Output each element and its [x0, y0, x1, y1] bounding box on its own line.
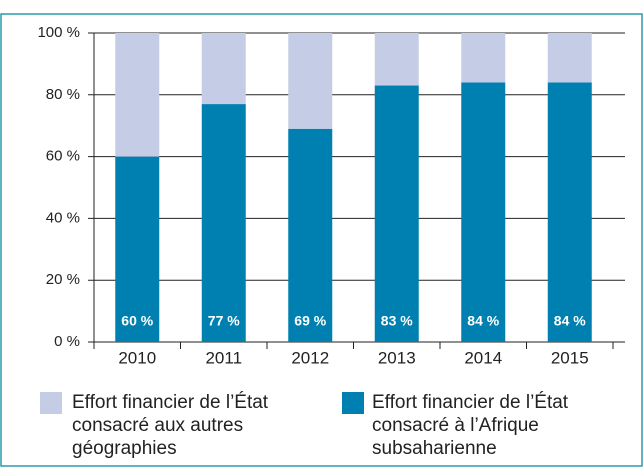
legend-label: Effort financier de l’État consacré à l’…: [372, 392, 569, 459]
x-tick-label: 2013: [378, 348, 416, 367]
value-label: 60 %: [121, 313, 153, 329]
x-tick-label: 2015: [551, 348, 589, 367]
bar-segment: [288, 128, 333, 342]
value-label: 84 %: [554, 313, 586, 329]
legend-swatch: [40, 392, 62, 414]
value-label: 84 %: [467, 313, 499, 329]
bar-segment: [374, 85, 419, 342]
bar-segment: [288, 33, 333, 129]
frame: [0, 13, 643, 467]
bar-segment: [374, 33, 419, 86]
bar-segment: [461, 33, 506, 83]
value-label: 77 %: [208, 313, 240, 329]
y-tick-label: 60 %: [46, 148, 80, 165]
bar-segment: [547, 82, 592, 342]
x-tick-label: 2012: [291, 348, 329, 367]
x-tick-label: 2014: [464, 348, 502, 367]
legend-swatch: [342, 392, 364, 414]
y-tick-label: 20 %: [46, 271, 80, 288]
value-label: 69 %: [294, 313, 326, 329]
bar-segment: [201, 104, 246, 342]
x-tick-label: 2011: [205, 348, 242, 367]
y-tick-label: 100 %: [37, 24, 80, 41]
y-tick-label: 0 %: [54, 333, 80, 350]
x-tick-label: 2010: [118, 348, 156, 367]
bar-segment: [115, 156, 160, 342]
bar-segment: [201, 33, 246, 105]
y-tick-label: 40 %: [46, 209, 80, 226]
legend-label: Effort financier de l’État consacré aux …: [72, 392, 269, 459]
y-tick-label: 80 %: [46, 86, 80, 103]
bar-segment: [547, 33, 592, 83]
bar-segment: [115, 33, 160, 157]
bar-segment: [461, 82, 506, 342]
value-label: 83 %: [381, 313, 413, 329]
